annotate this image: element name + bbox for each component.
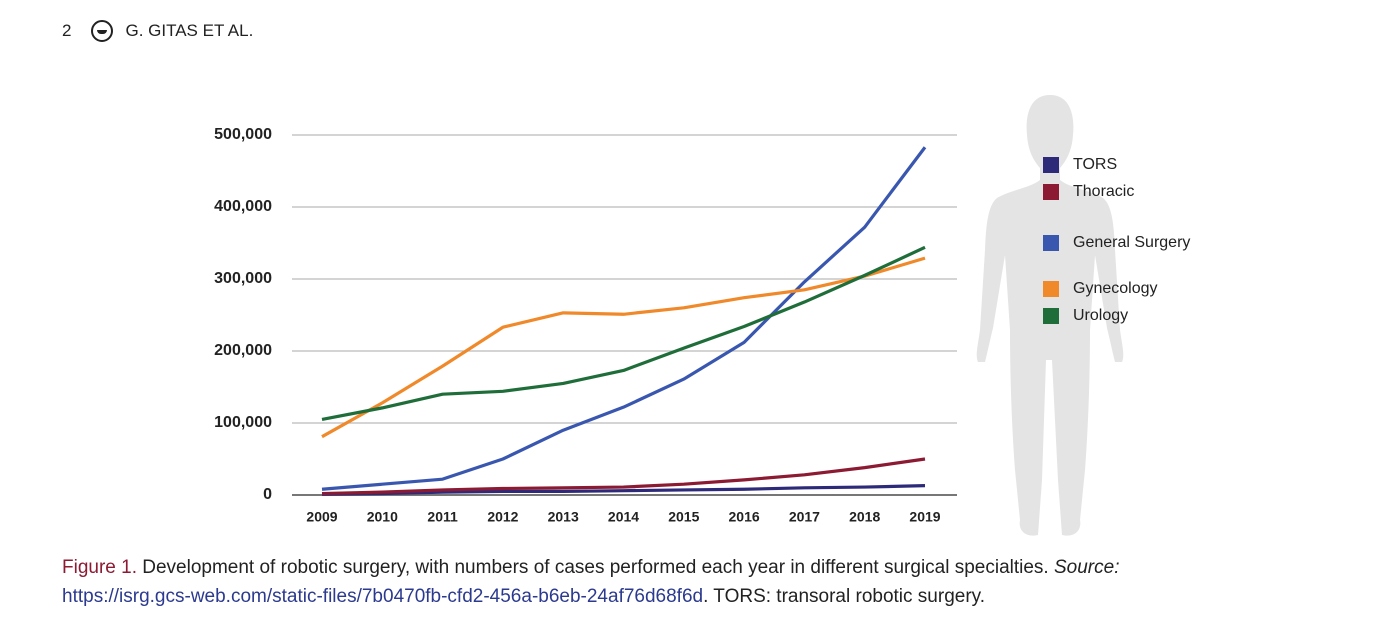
x-tick-label: 2009 bbox=[306, 509, 337, 525]
series-line bbox=[321, 256, 926, 439]
x-tick-label: 2017 bbox=[789, 509, 820, 525]
y-tick-label: 200,000 bbox=[214, 342, 272, 359]
caption-source-label: Source: bbox=[1054, 557, 1120, 578]
x-tick-label: 2013 bbox=[548, 509, 579, 525]
x-tick-label: 2012 bbox=[487, 509, 518, 525]
legend-swatch bbox=[1043, 184, 1059, 200]
series-line bbox=[321, 245, 926, 421]
legend-label: Thoracic bbox=[1073, 183, 1134, 200]
running-header: 2 G. GITAS ET AL. bbox=[62, 20, 253, 42]
authors: G. GITAS ET AL. bbox=[125, 21, 254, 40]
series-line bbox=[321, 484, 926, 496]
y-tick-label: 100,000 bbox=[214, 414, 272, 431]
series-line bbox=[321, 457, 926, 496]
legend-label: Urology bbox=[1073, 307, 1128, 324]
y-tick-label: 300,000 bbox=[214, 270, 272, 287]
legend-swatch bbox=[1043, 235, 1059, 251]
y-tick-label: 500,000 bbox=[214, 126, 272, 143]
chart: 0 100,000 200,000 300,000 400,000 500,000 2009… bbox=[214, 95, 1190, 536]
legend-swatch bbox=[1043, 157, 1059, 173]
page-number: 2 bbox=[62, 21, 72, 40]
x-tick-label: 2011 bbox=[427, 509, 458, 525]
y-tick-label: 0 bbox=[263, 486, 272, 503]
x-tick-label: 2015 bbox=[668, 509, 699, 525]
legend-swatch bbox=[1043, 281, 1059, 297]
legend-swatch bbox=[1043, 308, 1059, 324]
y-tick-label: 400,000 bbox=[214, 198, 272, 215]
publisher-icon bbox=[91, 20, 114, 42]
x-tick-label: 2014 bbox=[608, 509, 639, 525]
x-tick-label: 2018 bbox=[849, 509, 880, 525]
caption-label: Figure 1. bbox=[62, 557, 137, 578]
series-line bbox=[321, 146, 927, 491]
legend-label: General Surgery bbox=[1073, 234, 1190, 251]
x-tick-label: 2010 bbox=[367, 509, 398, 525]
legend-label: Gynecology bbox=[1073, 280, 1158, 297]
caption-text: Development of robotic surgery, with num… bbox=[136, 557, 1054, 578]
x-tick-label: 2019 bbox=[909, 509, 940, 525]
legend-label: TORS bbox=[1073, 156, 1117, 173]
caption-note: . TORS: transoral robotic surgery. bbox=[703, 586, 986, 607]
x-tick-label: 2016 bbox=[729, 509, 760, 525]
caption-url[interactable]: https://isrg.gcs-web.com/static-files/7b… bbox=[62, 586, 704, 607]
figure-caption: Figure 1. Development of robotic surgery… bbox=[62, 553, 1335, 611]
